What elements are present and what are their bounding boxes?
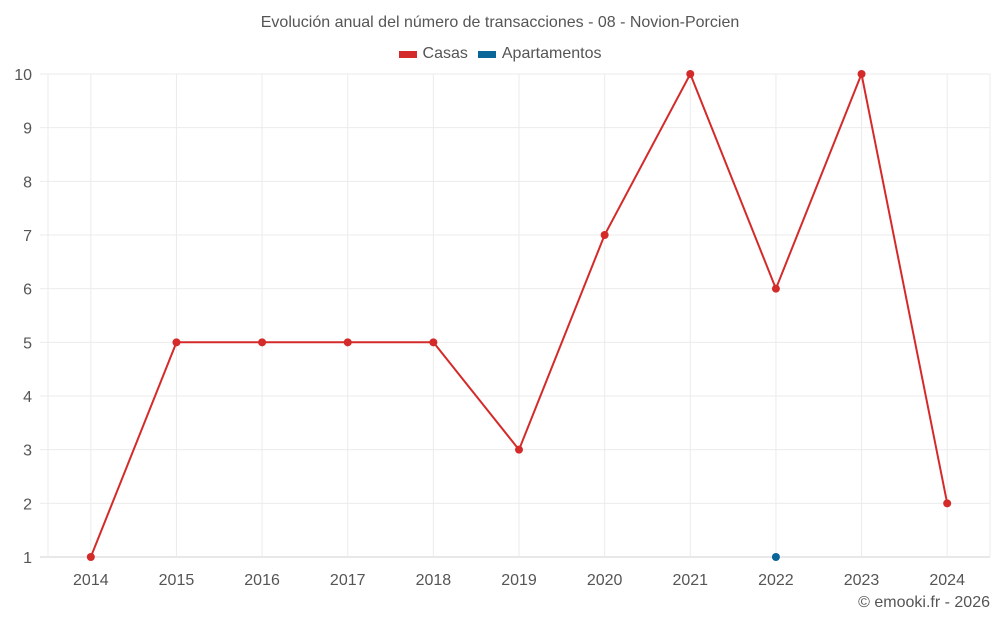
data-point [343,338,352,347]
y-tick-label: 8 [23,174,32,191]
data-point [429,338,438,347]
y-tick-label: 7 [23,228,32,245]
data-point [86,553,95,561]
data-point [771,553,780,561]
x-tick-label: 2017 [330,572,366,589]
credit-text: © emooki.fr - 2026 [858,594,990,611]
y-tick-label: 6 [23,282,32,299]
x-tick-label: 2022 [758,572,794,589]
legend: Casas Apartamentos [0,45,1000,63]
chart-title: Evolución anual del número de transaccio… [260,14,740,31]
x-tick-label: 2014 [73,572,109,589]
data-point [943,499,952,508]
x-tick-label: 2024 [929,572,965,589]
y-tick-label: 1 [23,550,32,567]
data-point [172,338,181,347]
legend-swatch-apartamentos [477,50,496,58]
data-point [258,338,267,347]
data-point [600,231,609,239]
x-tick-label: 2020 [587,572,623,589]
x-tick-label: 2016 [244,572,280,589]
y-tick-label: 5 [23,335,32,352]
data-point [686,70,695,78]
x-tick-label: 2019 [501,572,537,589]
data-point [857,70,866,78]
legend-label-casas: Casas [422,45,468,62]
x-tick-label: 2015 [159,572,195,589]
y-tick-label: 9 [23,121,32,138]
legend-item-casas[interactable]: Casas [398,45,468,63]
data-point [771,284,780,293]
data-point [515,445,523,454]
y-tick-label: 2 [23,496,32,513]
x-tick-label: 2023 [844,572,880,589]
x-tick-label: 2018 [416,572,452,589]
x-tick-label: 2021 [672,572,708,589]
legend-label-apartamentos: Apartamentos [501,45,602,62]
y-tick-label: 3 [23,443,32,460]
y-tick-label: 10 [14,67,32,84]
y-tick-label: 4 [23,389,32,406]
legend-swatch-casas [398,50,417,58]
legend-item-apartamentos[interactable]: Apartamentos [477,45,602,63]
